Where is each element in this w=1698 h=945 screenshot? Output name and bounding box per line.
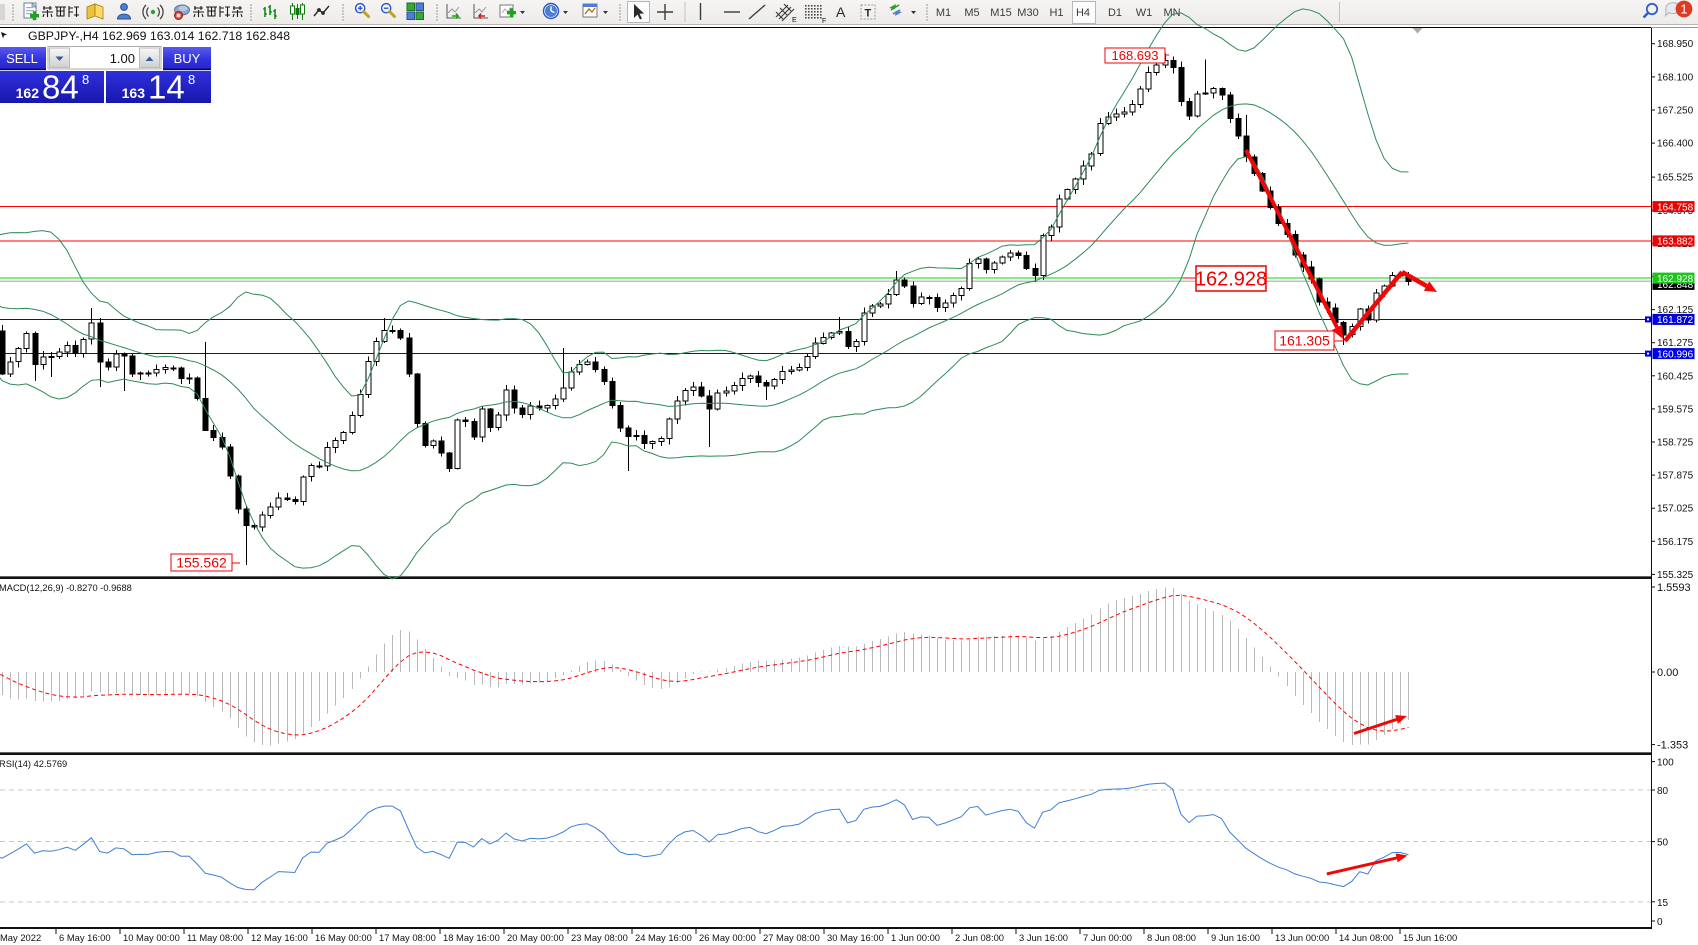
svg-text:166.400: 166.400 [1657,139,1694,150]
svg-text:155.325: 155.325 [1657,570,1694,581]
svg-text:13 Jun 00:00: 13 Jun 00:00 [1275,932,1329,943]
svg-text:SELL: SELL [6,51,38,66]
svg-text:50: 50 [1657,838,1669,849]
svg-text:12 May 16:00: 12 May 16:00 [251,932,308,943]
svg-text:163: 163 [122,85,146,101]
svg-text:168.950: 168.950 [1657,39,1694,50]
svg-text:157.025: 157.025 [1657,504,1694,515]
svg-text:15 Jun 16:00: 15 Jun 16:00 [1403,932,1457,943]
svg-text:162.848: 162.848 [1657,280,1694,291]
svg-text:2 Jun 08:00: 2 Jun 08:00 [955,932,1004,943]
svg-text:161.275: 161.275 [1657,338,1694,349]
svg-text:163.882: 163.882 [1657,237,1694,248]
svg-text:80: 80 [1657,786,1669,797]
svg-text:6 May 16:00: 6 May 16:00 [59,932,111,943]
svg-text:GBPJPY-,H4 162.969 163.014 16: GBPJPY-,H4 162.969 163.014 162.718 162.8… [28,29,290,43]
svg-text:8: 8 [82,72,89,87]
svg-text:D1: D1 [1108,7,1122,19]
svg-text:RSI(14) 42.5769: RSI(14) 42.5769 [0,759,67,769]
svg-text:26 May 00:00: 26 May 00:00 [699,932,756,943]
svg-text:16 May 00:00: 16 May 00:00 [315,932,372,943]
svg-text:8: 8 [188,72,195,87]
svg-text:14: 14 [148,69,185,106]
svg-text:162.125: 162.125 [1657,305,1694,316]
svg-text:M1: M1 [936,7,951,19]
svg-text:161.305: 161.305 [1279,333,1330,349]
svg-text:162: 162 [16,85,40,101]
svg-text:167.250: 167.250 [1657,106,1694,117]
svg-text:17 May 08:00: 17 May 08:00 [379,932,436,943]
svg-text:0.00: 0.00 [1657,667,1678,679]
svg-text:MACD(12,26,9) -0.8270 -0.9688: MACD(12,26,9) -0.8270 -0.9688 [0,583,132,593]
svg-text:H1: H1 [1049,7,1063,19]
svg-text:24 May 16:00: 24 May 16:00 [635,932,692,943]
svg-text:84: 84 [42,69,79,106]
svg-text:T: T [865,8,872,20]
svg-text:30 May 16:00: 30 May 16:00 [827,932,884,943]
svg-text:160.996: 160.996 [1657,349,1694,360]
svg-text:MN: MN [1163,7,1180,19]
svg-text:1 Jun 00:00: 1 Jun 00:00 [891,932,940,943]
svg-text:159.575: 159.575 [1657,404,1694,415]
svg-text:H4: H4 [1076,7,1090,19]
svg-text:156.175: 156.175 [1657,537,1694,548]
svg-text:10 May 00:00: 10 May 00:00 [123,932,180,943]
svg-text:168.100: 168.100 [1657,72,1694,83]
svg-text:M15: M15 [990,7,1011,19]
svg-text:11 May 08:00: 11 May 08:00 [187,932,243,943]
svg-text:1.5593: 1.5593 [1657,582,1691,594]
svg-text:27 May 08:00: 27 May 08:00 [763,932,820,943]
svg-text:8 Jun 08:00: 8 Jun 08:00 [1147,932,1196,943]
svg-text:100: 100 [1657,758,1674,769]
svg-text:15: 15 [1657,898,1669,909]
svg-text:1: 1 [1680,2,1687,17]
svg-text:BUY: BUY [174,51,201,66]
svg-text:0: 0 [1657,917,1663,928]
svg-text:23 May 08:00: 23 May 08:00 [571,932,628,943]
svg-text:9 Jun 16:00: 9 Jun 16:00 [1211,932,1260,943]
svg-text:155.562: 155.562 [176,555,227,571]
svg-text:20 May 00:00: 20 May 00:00 [507,932,564,943]
svg-text:168.693: 168.693 [1112,48,1159,63]
svg-text:3 Jun 16:00: 3 Jun 16:00 [1019,932,1068,943]
svg-text:M5: M5 [964,7,979,19]
svg-text:-1.353: -1.353 [1657,740,1688,752]
svg-text:165.525: 165.525 [1657,173,1694,184]
svg-text:158.725: 158.725 [1657,438,1694,449]
svg-text:162.928: 162.928 [1657,274,1694,285]
svg-text:18 May 16:00: 18 May 16:00 [443,932,500,943]
svg-text:M30: M30 [1017,7,1038,19]
svg-text:A: A [836,4,846,20]
svg-text:157.875: 157.875 [1657,471,1694,482]
svg-text:161.872: 161.872 [1657,315,1694,326]
svg-text:14 Jun 08:00: 14 Jun 08:00 [1339,932,1393,943]
svg-text:May 2022: May 2022 [0,932,41,943]
svg-text:7 Jun 00:00: 7 Jun 00:00 [1083,932,1132,943]
svg-text:W1: W1 [1136,7,1153,19]
svg-text:162.928: 162.928 [1195,269,1267,291]
svg-text:F: F [822,18,826,25]
svg-text:1.00: 1.00 [110,51,135,66]
svg-text:160.425: 160.425 [1657,371,1694,382]
svg-text:164.758: 164.758 [1657,202,1694,213]
svg-text:E: E [792,17,797,24]
